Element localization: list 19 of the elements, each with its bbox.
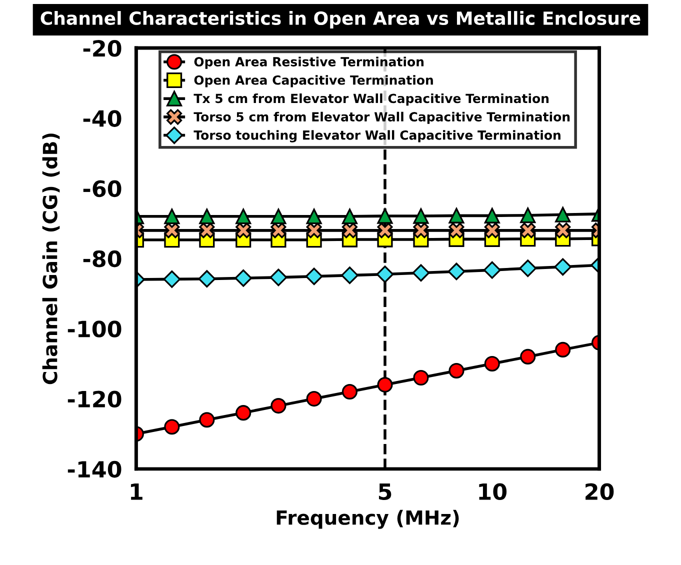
legend-label: Tx 5 cm from Elevator Wall Capacitive Termination [194,93,549,106]
legend-label: Torso 5 cm from Elevator Wall Capacitive Termination [194,112,570,124]
legend-label: Open Area Resistive Termination [194,56,424,69]
legend-label: Open Area Capacitive Termination [194,75,433,88]
y-tick-label: -60 [83,180,122,198]
x-tick-label: 1 [130,484,142,500]
y-tick-label: -40 [83,110,122,127]
chart-title: Channel Characteristics in Open Area vs Metallic Enclosure [40,11,640,29]
x-axis-title: Frequency (MHz) [276,510,459,529]
x-tick-label: 5 [378,484,392,500]
y-axis-title: Channel Gain (CG) (dB) [42,134,60,384]
y-tick-label: -80 [83,250,122,268]
x-tick-label: 20 [586,483,614,500]
x-tick-label: 10 [479,483,507,500]
y-tick-label: -140 [68,460,122,478]
y-tick-label: -20 [83,40,122,57]
legend-label: Torso touching Elevator Wall Capacitive Termination [194,130,560,142]
y-tick-label: -120 [68,390,122,408]
y-tick-label: -100 [68,320,122,338]
